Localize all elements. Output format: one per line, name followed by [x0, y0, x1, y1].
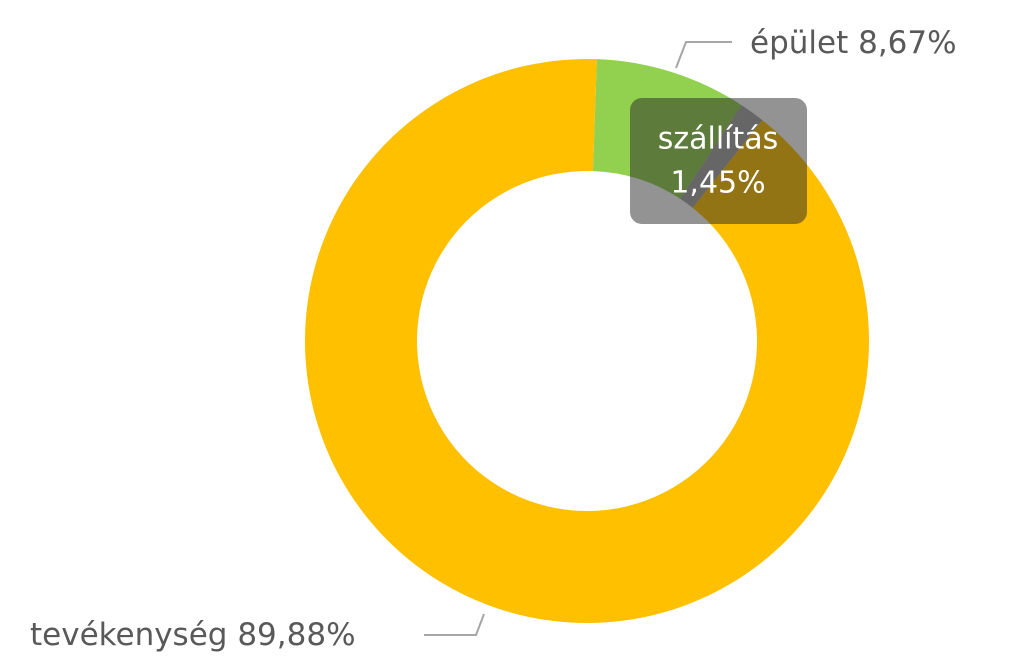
data-label: épület 8,67% [750, 25, 957, 61]
tooltip-name: szállítás [658, 122, 779, 157]
tooltip: szállítás 1,45% [630, 98, 807, 224]
leader-line [675, 41, 732, 69]
label-value: 89,88% [237, 617, 355, 653]
label-value: 8,67% [858, 25, 956, 61]
data-label: tevékenység 89,88% [30, 617, 356, 653]
leader-line [424, 613, 485, 636]
tooltip-value: 1,45% [670, 166, 765, 201]
label-name: tevékenység [30, 617, 227, 653]
tooltip-box [630, 98, 807, 224]
label-name: épület [750, 25, 848, 61]
